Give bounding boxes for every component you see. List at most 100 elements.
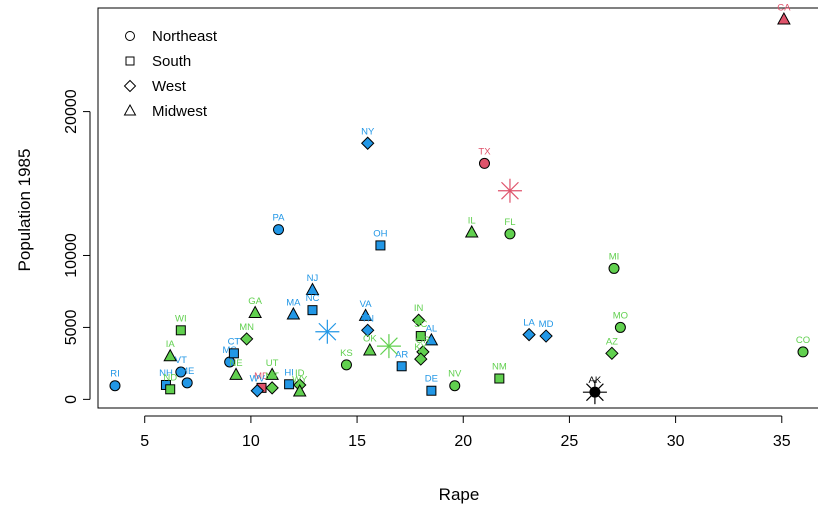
point-label: UT [266,358,279,369]
point-label: RI [110,369,120,380]
x-tick-label: 25 [561,433,579,450]
point-label: IL [468,215,476,226]
point-marker [777,11,791,25]
point-label: FL [504,217,515,228]
point-label: OR [416,335,430,346]
legend-label: South [152,53,191,70]
point-label: NM [492,362,507,373]
point-label: OH [373,228,387,239]
data-point: VT [175,355,187,378]
point-label: DE [425,374,438,385]
point-marker [284,379,295,390]
center-stroke [501,181,519,200]
legend-label: West [152,78,187,95]
cluster-center [315,319,340,344]
points-layer: CA TX MD NY PA OH NJ NC MA VA TN LA MD AL AR DE RI NHVTME… [109,3,810,398]
point-marker [175,366,187,378]
point-marker [305,282,320,296]
data-point: UT [265,358,279,380]
center-stroke [318,322,337,341]
point-label: VA [360,299,373,310]
point-label: IN [414,303,424,314]
point-label: NC [306,293,320,304]
data-point: SC [414,319,428,342]
data-point: KY [414,342,428,366]
y-axis-title: Population 1985 [15,149,34,272]
data-point: OH [373,228,388,251]
point-label: TN [361,313,374,324]
data-point: TX [478,146,491,169]
x-tick-label: 20 [454,433,472,450]
data-point: IA [163,339,178,362]
point-marker [614,321,626,333]
point-marker [605,346,619,361]
data-point: AL [424,323,439,346]
point-marker [424,332,439,346]
point-marker [109,380,121,392]
legend-entry: South [125,53,191,70]
point-label: MD [539,319,554,330]
data-point: LA [522,318,536,342]
axes-layer: 5 10 15 20 25 30 35 0 5000 10000 20000 [63,89,791,450]
point-label: NH [159,368,173,379]
point-marker [360,323,375,338]
data-point: HI [284,367,295,390]
data-point: GA [248,296,263,319]
point-marker [504,228,516,240]
point-marker [494,373,505,384]
data-point: NC [306,293,320,316]
point-label: HI [284,367,294,378]
point-label: ME [180,366,194,377]
point-label: MT [265,371,279,382]
data-point: MI [608,251,620,274]
point-marker [464,224,479,238]
legend-marker [123,103,137,116]
point-label: GA [248,296,262,307]
point-label: OK [363,333,377,344]
point-marker [181,377,193,389]
y-tick-label: 20000 [63,89,80,134]
data-point: AZ [605,336,619,361]
data-point: NV [448,369,462,392]
point-marker [229,367,243,380]
point-marker [286,306,301,320]
point-label: SC [414,319,427,330]
legend-marker [125,31,135,41]
point-marker [163,348,178,362]
point-marker [414,352,428,366]
point-marker [265,367,279,380]
data-point: CA [777,3,791,25]
data-point: VA [358,299,373,321]
data-point: IN [411,303,426,327]
legend-label: Northeast [152,28,218,45]
data-point: KS [340,348,353,371]
y-tick-label: 0 [63,395,80,404]
point-marker [228,348,239,359]
data-point: MA [286,297,301,320]
point-marker [165,384,176,395]
point-marker [449,380,461,392]
point-label: CA [777,3,791,14]
y-tick-label: 5000 [63,310,80,346]
point-marker [411,313,426,327]
data-point: ME [180,366,194,389]
data-point: TN [360,313,375,338]
legend-entry: Northeast [125,28,218,45]
point-marker [362,342,377,356]
data-point: NM [492,362,507,384]
point-label: MI [609,251,620,262]
point-marker [358,308,373,321]
centers-layer [315,178,607,405]
point-label: TX [478,146,491,157]
data-point: PA [273,213,285,236]
data-point: RI [109,369,121,392]
point-marker [340,359,352,371]
point-label: CT [228,336,241,347]
point-label: AR [395,349,408,360]
point-label: MN [239,322,254,333]
point-label: WI [175,313,187,324]
data-point: FL [504,217,516,240]
x-axis-title: Rape [439,485,480,504]
data-point: WV [250,374,266,398]
